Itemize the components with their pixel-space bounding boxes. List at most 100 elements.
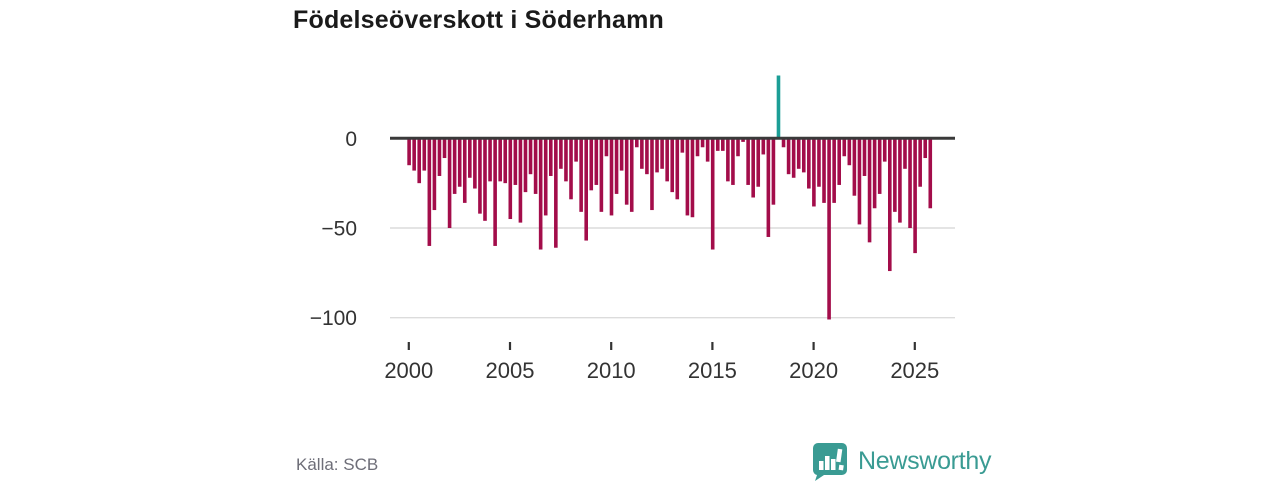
y-axis-tick-label: −50 <box>321 218 357 241</box>
source-note: Källa: SCB <box>296 455 379 474</box>
bar <box>437 138 442 176</box>
bar <box>579 138 583 212</box>
bar <box>599 138 604 212</box>
bar <box>715 138 720 151</box>
bar <box>817 138 821 187</box>
bar <box>635 138 639 148</box>
bar <box>528 138 533 175</box>
bar <box>655 138 659 173</box>
bar <box>650 138 654 211</box>
bar <box>483 138 487 221</box>
bar <box>508 138 513 220</box>
bar <box>604 138 609 157</box>
bar <box>812 138 816 207</box>
bar <box>832 138 836 203</box>
x-axis-tick-label: 2020 <box>789 358 838 383</box>
bar <box>847 138 852 166</box>
bar <box>766 138 771 237</box>
bar <box>533 138 538 194</box>
bar <box>928 138 933 209</box>
bar <box>791 138 796 178</box>
bar <box>796 138 801 169</box>
bar <box>837 138 841 185</box>
bar <box>822 138 826 203</box>
bar <box>640 138 644 169</box>
bar <box>609 138 614 216</box>
bar <box>432 138 437 211</box>
bar <box>665 138 669 182</box>
bar <box>548 138 553 176</box>
bar <box>705 138 710 162</box>
x-axis-tick-label: 2000 <box>384 358 433 383</box>
bar <box>503 138 508 184</box>
bar <box>807 138 811 189</box>
bar <box>675 138 680 200</box>
bar <box>589 138 594 191</box>
bar <box>700 138 705 148</box>
bar <box>918 138 922 187</box>
bar <box>462 138 467 203</box>
bar <box>407 138 411 166</box>
bar <box>498 138 502 182</box>
bar <box>842 138 847 157</box>
bar <box>468 138 472 178</box>
bar <box>746 138 750 185</box>
bar <box>781 138 786 148</box>
bar <box>857 138 862 225</box>
bar <box>680 138 685 153</box>
bar <box>771 138 776 205</box>
bar <box>685 138 690 216</box>
bar <box>776 75 781 139</box>
bar <box>786 138 791 175</box>
bar <box>695 138 700 157</box>
bar <box>731 138 735 185</box>
bar <box>614 138 619 194</box>
x-axis-tick-label: 2010 <box>587 358 636 383</box>
bar <box>801 138 806 173</box>
bar <box>862 138 867 176</box>
bar <box>893 138 897 212</box>
bar <box>427 138 432 246</box>
bar <box>741 138 745 142</box>
bar <box>447 138 452 228</box>
bar <box>756 138 761 187</box>
bar <box>913 138 917 254</box>
bar <box>442 138 447 159</box>
bar <box>513 138 518 185</box>
bar <box>923 138 928 159</box>
bar <box>452 138 457 194</box>
bar <box>559 138 563 169</box>
bar <box>412 138 416 171</box>
bar <box>554 138 558 248</box>
bar <box>594 138 599 185</box>
bar-chart-speech-bubble-icon <box>812 443 847 481</box>
bar <box>736 138 740 157</box>
bar <box>761 138 766 155</box>
bar <box>417 138 422 184</box>
bar <box>690 138 695 218</box>
x-axis-tick-label: 2005 <box>486 358 535 383</box>
bar <box>751 138 755 198</box>
bar <box>422 138 427 171</box>
bar <box>710 138 715 250</box>
bar <box>473 138 477 189</box>
bar <box>629 138 634 212</box>
newsworthy-logo: Newsworthy <box>810 442 991 481</box>
y-axis-tick-label: 0 <box>345 128 357 151</box>
bar <box>584 138 588 241</box>
bar <box>903 138 907 169</box>
bar <box>619 138 624 171</box>
bar <box>518 138 523 223</box>
bar <box>660 138 664 169</box>
bar <box>908 138 912 228</box>
bar <box>523 138 528 193</box>
bar <box>882 138 887 162</box>
bar <box>457 138 462 187</box>
page-title: Födelseöverskott i Söderhamn <box>293 6 664 34</box>
bar <box>624 138 629 205</box>
bar <box>872 138 877 209</box>
bar <box>493 138 497 246</box>
x-axis-tick-label: 2015 <box>688 358 737 383</box>
bar <box>645 138 649 175</box>
